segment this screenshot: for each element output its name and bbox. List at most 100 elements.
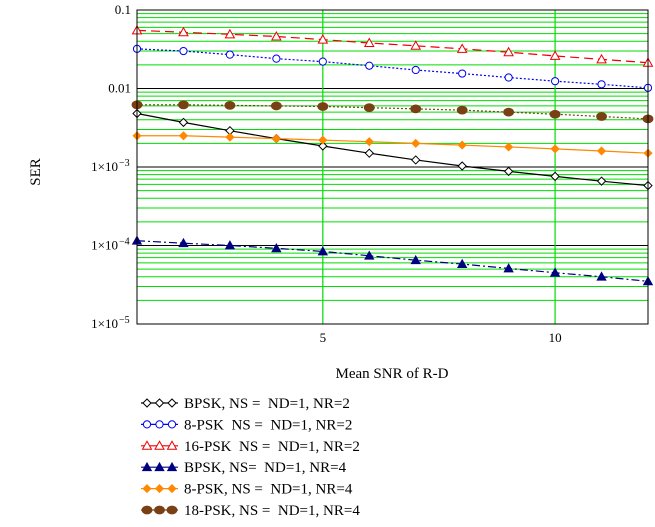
tick-labels: 5 100.10.011×10 −31×10 −41×10 −5 (91, 2, 561, 345)
data-point (457, 161, 467, 171)
data-point (597, 80, 606, 89)
legend-marker (167, 484, 177, 494)
series-line (136, 29, 649, 64)
legend-label: BPSK, NS= ND=1, NR=4 (184, 460, 347, 476)
data-point (410, 40, 422, 50)
data-point (596, 146, 607, 156)
legend: BPSK, NS = ND=1, NR=2 8-PSK NS = ND=1, NR… (141, 396, 360, 519)
x-tick-label: 5 (320, 330, 327, 345)
data-point (178, 131, 189, 141)
data-point (410, 254, 421, 265)
data-point (503, 107, 515, 117)
legend-label: 16-PSK NS = ND=1, NR=2 (184, 439, 360, 455)
series-line (136, 240, 649, 282)
series-2 (132, 44, 653, 92)
data-point (365, 61, 374, 70)
data-point (411, 65, 420, 75)
legend-marker (154, 398, 165, 408)
legend-marker (142, 398, 152, 408)
data-point (550, 77, 560, 86)
data-point (270, 101, 282, 111)
legend-entry: 16-PSK NS = ND=1, NR=2 (141, 439, 360, 455)
legend-marker (166, 440, 178, 450)
data-point (364, 148, 374, 158)
data-point (596, 271, 607, 281)
y-tick-label: 0.1 (115, 2, 131, 17)
data-point (364, 250, 375, 260)
legend-marker (141, 461, 153, 472)
legend-label: 8-PSK NS = ND=1, NR=2 (184, 417, 352, 433)
data-point (549, 109, 561, 119)
legend-marker (155, 420, 164, 429)
y-tick-label: 1×10 (91, 316, 118, 331)
series-4 (131, 235, 654, 286)
data-point (596, 112, 607, 121)
data-point (271, 134, 281, 144)
data-point (318, 135, 328, 145)
data-point (456, 43, 468, 53)
legend-label: 8-PSK, NS = ND=1, NR=4 (184, 482, 353, 498)
data-point (225, 132, 235, 142)
data-point (411, 155, 421, 165)
data-point (225, 50, 235, 59)
y-tick-exponent: −5 (119, 315, 130, 326)
legend-marker (154, 505, 165, 515)
data-point (272, 54, 281, 63)
series-line (136, 48, 649, 89)
data-point (456, 258, 468, 268)
data-point (549, 267, 561, 277)
data-point (317, 34, 329, 44)
series-6 (131, 100, 654, 124)
data-point (318, 57, 327, 66)
data-point (458, 69, 467, 78)
data-point (224, 28, 236, 39)
legend-label: 18-PSK, NS = ND=1, NR=4 (184, 503, 360, 519)
data-point (410, 104, 422, 114)
series-line (137, 135, 649, 154)
y-axis-label: SER (28, 158, 44, 186)
series-line (136, 112, 649, 187)
data-point (503, 263, 514, 273)
data-point (596, 176, 607, 186)
legend-entry: BPSK, NS= ND=1, NR=4 (141, 460, 347, 476)
data-point (456, 105, 468, 115)
data-point (178, 237, 189, 248)
data-point (549, 50, 561, 60)
legend-label: BPSK, NS = ND=1, NR=2 (184, 396, 350, 412)
legend-marker (142, 484, 152, 494)
data-point (504, 142, 514, 152)
legend-marker (167, 420, 177, 429)
x-axis-label: Mean SNR of R-D (336, 366, 449, 382)
data-point (411, 138, 421, 148)
x-tick-label: 10 (549, 330, 562, 345)
data-point (178, 100, 189, 110)
legend-marker (141, 440, 153, 450)
data-point (179, 46, 188, 56)
legend-marker (142, 420, 152, 429)
data-point (550, 144, 560, 154)
data-point (178, 117, 189, 128)
data-point (503, 166, 514, 177)
data-point (457, 140, 467, 150)
data-point (363, 103, 375, 113)
data-point (550, 171, 560, 182)
series-5 (132, 131, 653, 158)
y-tick-exponent: −4 (119, 237, 130, 248)
data-point (318, 141, 328, 151)
data-point (224, 100, 236, 110)
data-point (317, 246, 329, 256)
legend-marker (154, 440, 165, 450)
data-point (596, 53, 607, 64)
y-tick-label: 1×10 (91, 238, 118, 253)
plot-frame (136, 9, 649, 325)
legend-entry: 18-PSK, NS = ND=1, NR=4 (141, 503, 360, 519)
legend-marker (166, 505, 178, 515)
data-point (504, 73, 513, 82)
legend-marker (167, 398, 177, 408)
data-point (317, 102, 329, 111)
legend-entry: BPSK, NS = ND=1, NR=2 (141, 396, 350, 412)
series-3 (131, 24, 654, 67)
legend-marker (154, 484, 165, 494)
y-tick-label: 1×10 (91, 159, 118, 174)
y-tick-label: 0.01 (108, 81, 131, 96)
